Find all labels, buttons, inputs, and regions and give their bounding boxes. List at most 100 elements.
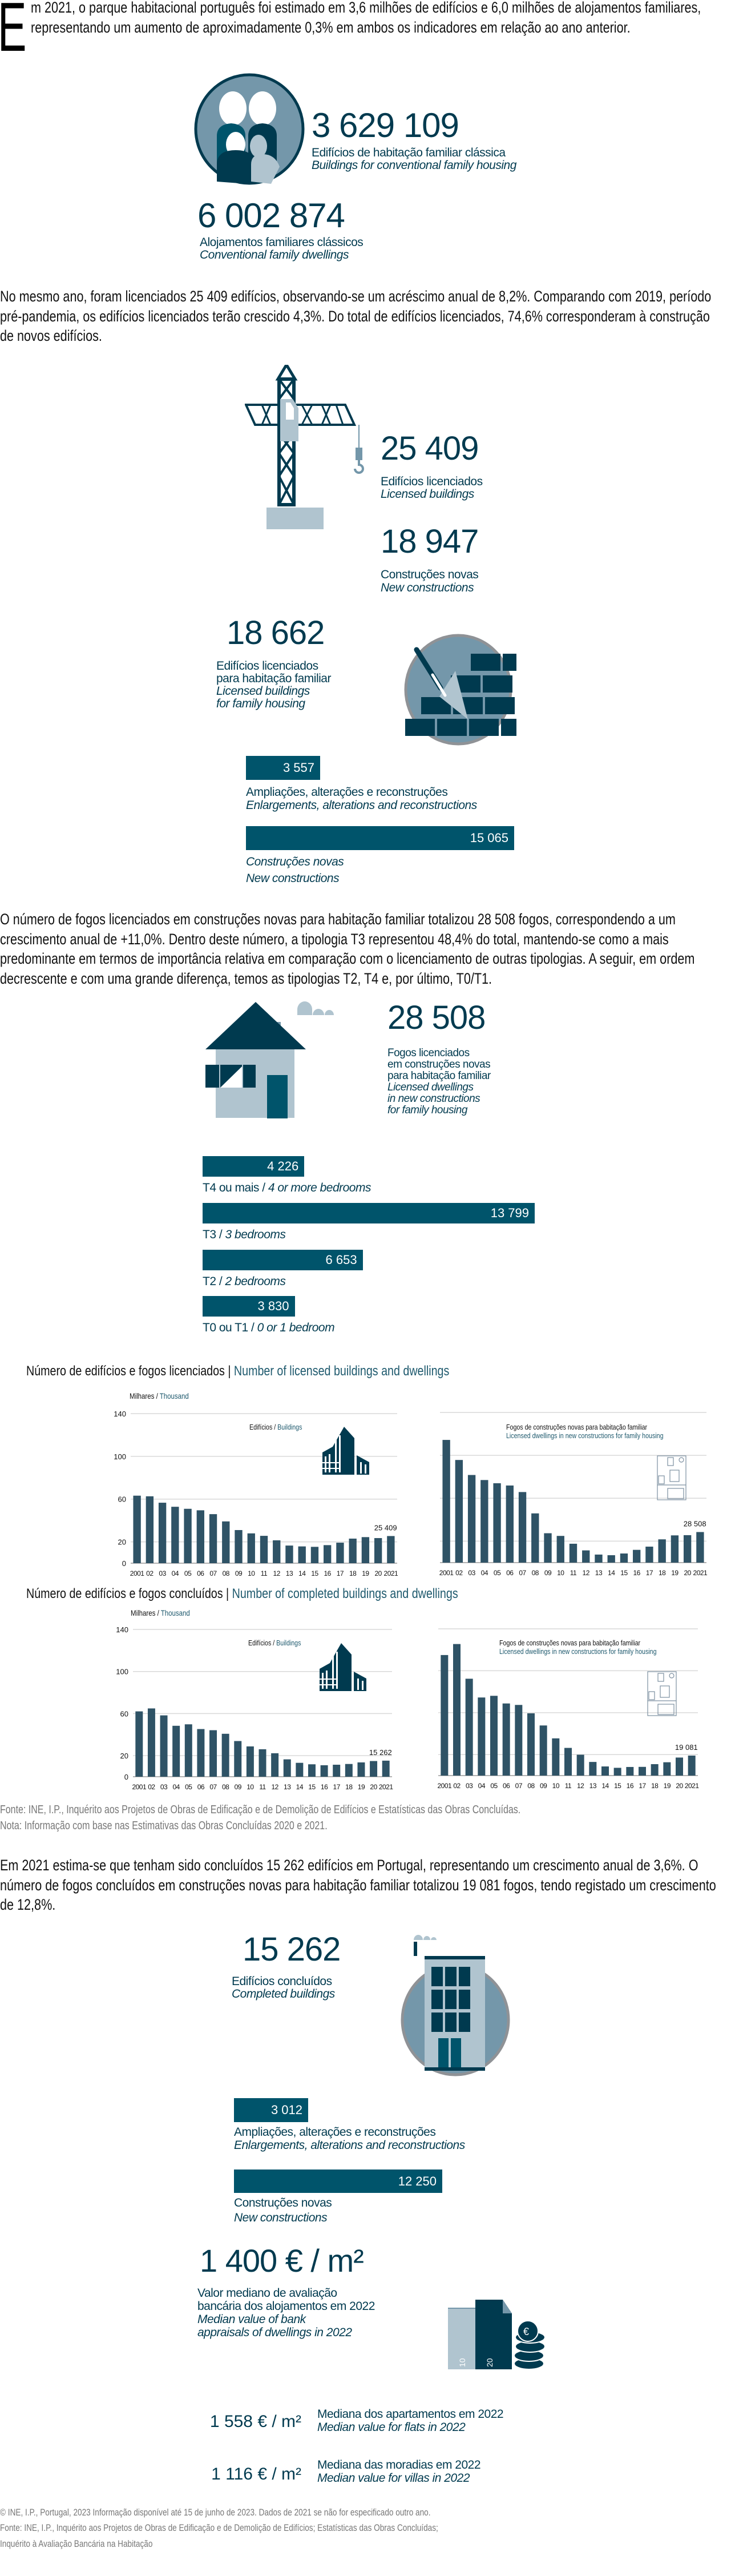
x-tick-label: 10 [552, 1782, 560, 1790]
valuation-label-pt-1: Valor mediano de avaliação [197, 2287, 337, 2300]
x-tick-label: 10 [247, 1783, 254, 1791]
bar [613, 1768, 621, 1776]
typology-bar: 13 799 [203, 1203, 535, 1223]
licensed-buildings-label-en: Licensed buildings [381, 488, 474, 501]
stock-dwellings-value: 6 002 874 [197, 196, 345, 235]
bar [552, 1738, 560, 1776]
x-tick-label: 12 [583, 1569, 590, 1577]
bar [639, 1766, 646, 1776]
new-constructions-label-en: New constructions [381, 581, 474, 594]
x-tick-label: 06 [503, 1782, 510, 1790]
licensed-dwellings-value: 28 508 [387, 999, 486, 1036]
x-tick-label: 14 [298, 1569, 306, 1577]
typology-label: T0 ou T1 / 0 or 1 bedroom [203, 1321, 335, 1334]
x-tick-label: 17 [646, 1569, 653, 1577]
licensed-split-label-en-new: New constructions [246, 872, 340, 885]
y-tick-label: 20 [118, 1538, 126, 1547]
bar [502, 1703, 510, 1776]
x-tick-label: 16 [324, 1569, 332, 1577]
y-tick-label: 0 [124, 1773, 128, 1781]
x-tick-label: 20 [370, 1783, 377, 1791]
villas-median-value: 1 116 € / m² [211, 2465, 301, 2484]
completed-dwellings-legend: Fogos de construções novas para babitaçã… [499, 1639, 657, 1656]
x-tick-label: 17 [333, 1783, 341, 1791]
completed-buildings-label-pt: Edifícios concluídos [232, 1975, 332, 1988]
data-label: 25 409 [374, 1523, 397, 1532]
y-tick-label: 60 [120, 1709, 128, 1718]
licensed-dwellings-label-pt-1: Fogos licenciados [387, 1047, 470, 1059]
y-tick-label: 140 [116, 1625, 128, 1634]
chart-source: Fonte: INE, I.P., Inquérito aos Projetos… [0, 1804, 521, 1816]
bar [374, 1538, 382, 1563]
bar-value: 3 557 [282, 760, 314, 775]
bar [235, 1530, 243, 1563]
stock-buildings-label-en: Buildings for conventional family housin… [312, 159, 516, 172]
x-tick-label: 2001 [132, 1783, 147, 1791]
bar [247, 1533, 255, 1563]
office-building-icon [320, 1643, 366, 1691]
licensed-buildings-label-pt: Edifícios licenciados [381, 475, 483, 488]
y-tick-label: 20 [120, 1752, 128, 1760]
bar [147, 1708, 155, 1777]
x-tick-label: 04 [478, 1782, 486, 1790]
x-tick-label: 19 [664, 1782, 671, 1790]
bar [382, 1760, 390, 1777]
label-pt: T4 ou mais / [203, 1181, 268, 1194]
stock-dwellings-label-en: Conventional family dwellings [200, 248, 349, 261]
title-en: Number of completed buildings and dwelli… [232, 1586, 458, 1601]
bar [506, 1485, 514, 1563]
bar [490, 1696, 498, 1776]
x-tick-label: 02 [148, 1783, 155, 1791]
x-tick-label: 18 [349, 1569, 357, 1577]
bar [273, 1540, 281, 1563]
x-tick-label: 14 [608, 1569, 615, 1577]
footer-source-2: Inquérito à Avaliação Bancária na Habita… [0, 2538, 153, 2549]
bar [676, 1757, 683, 1776]
valuation-label-en-2: appraisals of dwellings in 2022 [197, 2326, 352, 2339]
x-tick-label: 04 [172, 1783, 180, 1791]
x-tick-label: 15 [614, 1782, 621, 1790]
x-tick-label: 18 [659, 1569, 666, 1577]
bar [310, 1547, 319, 1563]
bar [345, 1764, 353, 1777]
x-tick-label: 10 [557, 1569, 564, 1577]
data-label: 15 262 [369, 1748, 392, 1757]
completed-split-label-en-new: New constructions [234, 2211, 328, 2224]
flats-label-en: Median value for flats in 2022 [317, 2421, 466, 2434]
x-tick-label: 17 [639, 1782, 646, 1790]
bar [387, 1536, 395, 1563]
label-en: 3 bedrooms [225, 1228, 286, 1241]
licensed-dwellings-chart: 2001 02 03 04 05 06 07 08 09 10 11 12 13 14 15 16 17 18 19… [439, 1412, 708, 1577]
x-tick-label: 02 [453, 1782, 461, 1790]
bar-value: 15 065 [470, 831, 508, 845]
x-tick-label: 08 [532, 1569, 539, 1577]
completed-paragraph: Em 2021 estima-se que tenham sido conclu… [0, 1857, 716, 1913]
x-tick-label: 20 [676, 1782, 683, 1790]
licensed-dwellings-label-en-3: for family housing [387, 1104, 467, 1116]
euro-symbol: € [523, 2326, 529, 2337]
valuation-label-pt-2: bancária dos alojamentos em 2022 [197, 2300, 375, 2313]
completed-buildings-legend: Edifícios / Buildings [248, 1639, 301, 1647]
icon-text-10: 10 [458, 2358, 467, 2367]
completed-dwellings-chart: 2001 02 03 04 05 06 07 08 09 10 11 12 13 14 15 16 17 18 19… [437, 1628, 700, 1790]
label-en: 0 or 1 bedroom [257, 1321, 335, 1334]
intro-paragraph: m 2021, o parque habitacional português … [31, 0, 701, 36]
legend-en: Buildings [276, 1639, 301, 1647]
x-tick-label: 13 [589, 1782, 597, 1790]
stock-buildings-value: 3 629 109 [312, 106, 459, 144]
bar [620, 1553, 628, 1563]
x-tick-label: 19 [358, 1783, 365, 1791]
bar [645, 1547, 653, 1563]
y-tick-label: 60 [118, 1495, 126, 1504]
x-tick-label: 05 [494, 1569, 501, 1577]
bar-value: 6 653 [325, 1253, 357, 1267]
bar [607, 1555, 615, 1563]
apartment-building-icon [401, 1935, 510, 2076]
bar [467, 1475, 476, 1563]
licensed-dwellings-label-pt-2: em construções novas [387, 1058, 491, 1070]
unit-pt: Milhares / [130, 1391, 160, 1400]
crane-icon [245, 365, 364, 529]
x-tick-label: 20 [374, 1569, 382, 1577]
bar [222, 1521, 230, 1563]
x-tick-label: 09 [235, 1569, 243, 1577]
